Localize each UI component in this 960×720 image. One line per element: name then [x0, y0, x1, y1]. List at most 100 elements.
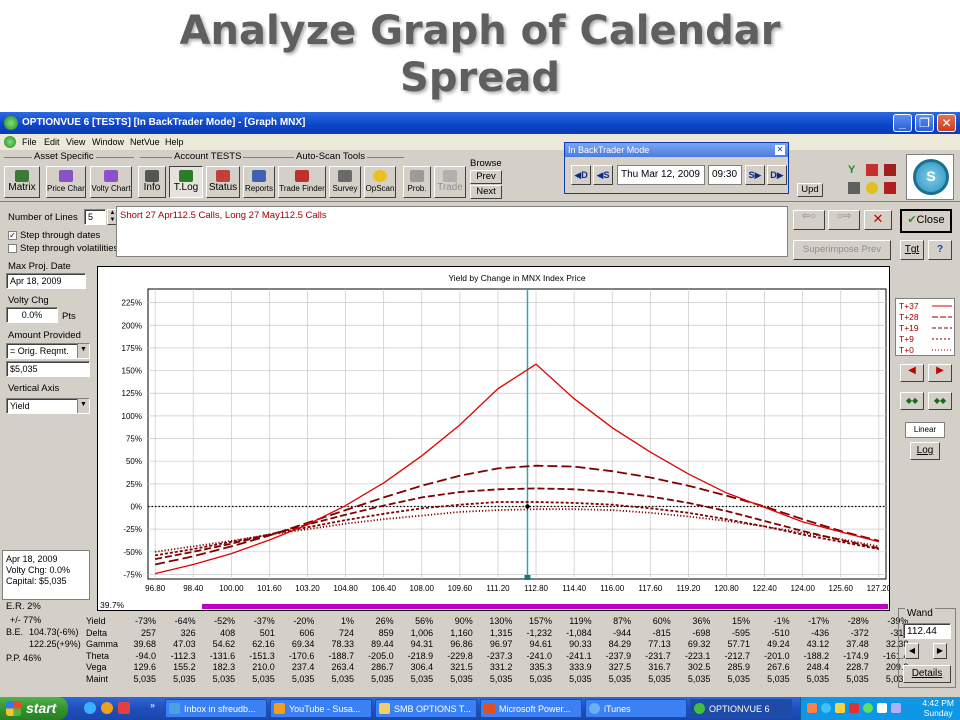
edit-icon[interactable] [866, 164, 878, 176]
tray-icon[interactable] [807, 703, 817, 713]
print-icon[interactable] [848, 182, 860, 194]
green-right-button[interactable]: ◆◆ [928, 392, 952, 410]
browse-next-button[interactable]: Next [470, 185, 502, 199]
minimize-button[interactable]: _ [893, 114, 912, 132]
app-menu-icon[interactable] [4, 136, 16, 148]
linear-tab[interactable]: Linear [905, 422, 945, 438]
chevron-down-icon[interactable]: ▼ [77, 344, 89, 358]
probability-strip [202, 604, 888, 609]
info-button[interactable]: Info [138, 166, 166, 198]
superimpose-prev-button[interactable]: Superimpose Prev [793, 240, 891, 260]
prob-button[interactable]: Prob. [403, 166, 431, 198]
tray-icon[interactable] [891, 703, 901, 713]
menu-netvue[interactable]: NetVue [130, 137, 160, 147]
tray-icon[interactable] [821, 703, 831, 713]
menu-help[interactable]: Help [165, 137, 184, 147]
greeks-cell: -436 [811, 627, 830, 638]
delete-icon[interactable] [884, 182, 896, 194]
chevron-right-icon[interactable]: » [150, 700, 156, 710]
trade-button[interactable]: Trade [434, 166, 466, 198]
delete-x-button[interactable]: ✕ [864, 210, 892, 230]
optionvue-icon [694, 703, 705, 714]
trade-finder-button[interactable]: Trade Finder [278, 166, 326, 198]
details-button[interactable]: Details [903, 665, 951, 683]
task-optionvue[interactable]: OPTIONVUE 6 [690, 699, 792, 718]
task-inbox[interactable]: Inbox in sfreudb... [165, 699, 267, 718]
legend-t19: T+19 [899, 323, 919, 333]
chevron-down-icon[interactable]: ▼ [77, 399, 89, 413]
close-button[interactable]: ✔Close [900, 209, 952, 233]
update-button[interactable]: Upd [797, 183, 823, 197]
wand-value-field[interactable]: 112.44 [903, 623, 951, 639]
log-button[interactable]: Log [910, 442, 940, 460]
greeks-cell: 331.2 [489, 662, 513, 672]
wand-right-button[interactable]: ▶ [933, 643, 947, 659]
amount-value-field[interactable]: $5,035 [6, 361, 90, 377]
clock-day: Sunday [923, 708, 953, 718]
windows-flag-icon [6, 701, 21, 716]
greeks-cell: -241.0 [526, 650, 552, 661]
firefox-quicklaunch-icon[interactable] [101, 702, 113, 714]
legend-labels: T+37 T+28 T+19 T+9 T+0 [899, 301, 919, 356]
task-youtube[interactable]: YouTube - Susa... [270, 699, 372, 718]
tlog-button[interactable]: T.Log [169, 166, 203, 198]
task-powerpoint[interactable]: Microsoft Power... [480, 699, 582, 718]
amount-select[interactable]: = Orig. Reqmt. ▼ [6, 343, 90, 359]
tray-icon[interactable] [849, 703, 859, 713]
start-button[interactable]: start [0, 697, 68, 720]
wand-left-button[interactable]: ◀ [905, 643, 919, 659]
notes-icon[interactable] [884, 164, 896, 176]
tray-icon[interactable] [877, 703, 887, 713]
ie-quicklaunch-icon[interactable] [84, 702, 96, 714]
menu-window[interactable]: Window [92, 137, 125, 147]
red-left-button[interactable]: ◀ [900, 364, 924, 382]
back-day-button[interactable]: ◀D [571, 165, 591, 185]
x-tick-label: 125.60 [829, 584, 854, 593]
task-itunes[interactable]: iTunes [585, 699, 687, 718]
clock[interactable]: 4:42 PM Sunday [922, 698, 954, 718]
max-proj-label: Max Proj. Date [8, 261, 71, 272]
browse-prev-button[interactable]: Prev [470, 170, 502, 184]
reports-button[interactable]: Reports [243, 166, 275, 198]
menu-edit[interactable]: Edit [44, 137, 60, 147]
greeks-cell: 15% [731, 616, 750, 626]
arrow-right-button[interactable]: ○⇨ [828, 210, 860, 230]
forward-step-button[interactable]: S▶ [745, 165, 765, 185]
volty-chg-field[interactable]: 0.0% [6, 307, 58, 323]
arrow-left-button[interactable]: ⇦○ [793, 210, 825, 230]
quicklaunch-icon[interactable] [118, 702, 130, 714]
y-tick-label: 125% [122, 389, 142, 398]
matrix-button[interactable]: Matrix [4, 166, 40, 198]
max-proj-field[interactable]: Apr 18, 2009 [6, 273, 86, 289]
tray-icon[interactable] [863, 703, 873, 713]
vertical-axis-select[interactable]: Yield ▼ [6, 398, 90, 414]
backtrader-date-field[interactable]: Thu Mar 12, 2009 [617, 165, 705, 185]
backtrader-time-field[interactable]: 09:30 [708, 165, 742, 185]
close-window-button[interactable]: ✕ [937, 114, 956, 132]
help-button[interactable]: ? [928, 240, 952, 260]
num-lines-field[interactable]: 5 [84, 209, 106, 225]
step-dates-checkbox[interactable]: ✓ [8, 231, 17, 240]
alert-icon[interactable] [866, 182, 878, 194]
status-button[interactable]: Status [206, 166, 240, 198]
task-smb[interactable]: SMB OPTIONS T... [375, 699, 477, 718]
red-right-button[interactable]: ▶ [928, 364, 952, 382]
volty-chart-button[interactable]: Volty Chart [90, 166, 132, 198]
x-tick-label: 127.20 [867, 584, 889, 593]
step-vols-checkbox[interactable] [8, 244, 17, 253]
window-titlebar[interactable]: OPTIONVUE 6 [TESTS] [In BackTrader Mode]… [0, 112, 960, 134]
forward-day-button[interactable]: D▶ [767, 165, 787, 185]
green-left-button[interactable]: ◆◆ [900, 392, 924, 410]
menu-file[interactable]: File [22, 137, 37, 147]
greeks-row-label: Gamma [86, 639, 119, 649]
price-chart-button[interactable]: Price Chart [46, 166, 86, 198]
target-button[interactable]: Tgt [900, 240, 924, 260]
maximize-button[interactable]: ❐ [915, 114, 934, 132]
backtrader-close-icon[interactable]: ✕ [775, 145, 785, 155]
chart-symbol-icon[interactable]: Y [848, 164, 856, 176]
survey-button[interactable]: Survey [329, 166, 361, 198]
tray-icon[interactable] [835, 703, 845, 713]
back-step-button[interactable]: ◀S [593, 165, 613, 185]
menu-view[interactable]: View [66, 137, 86, 147]
opscan-button[interactable]: OpScan [364, 166, 396, 198]
